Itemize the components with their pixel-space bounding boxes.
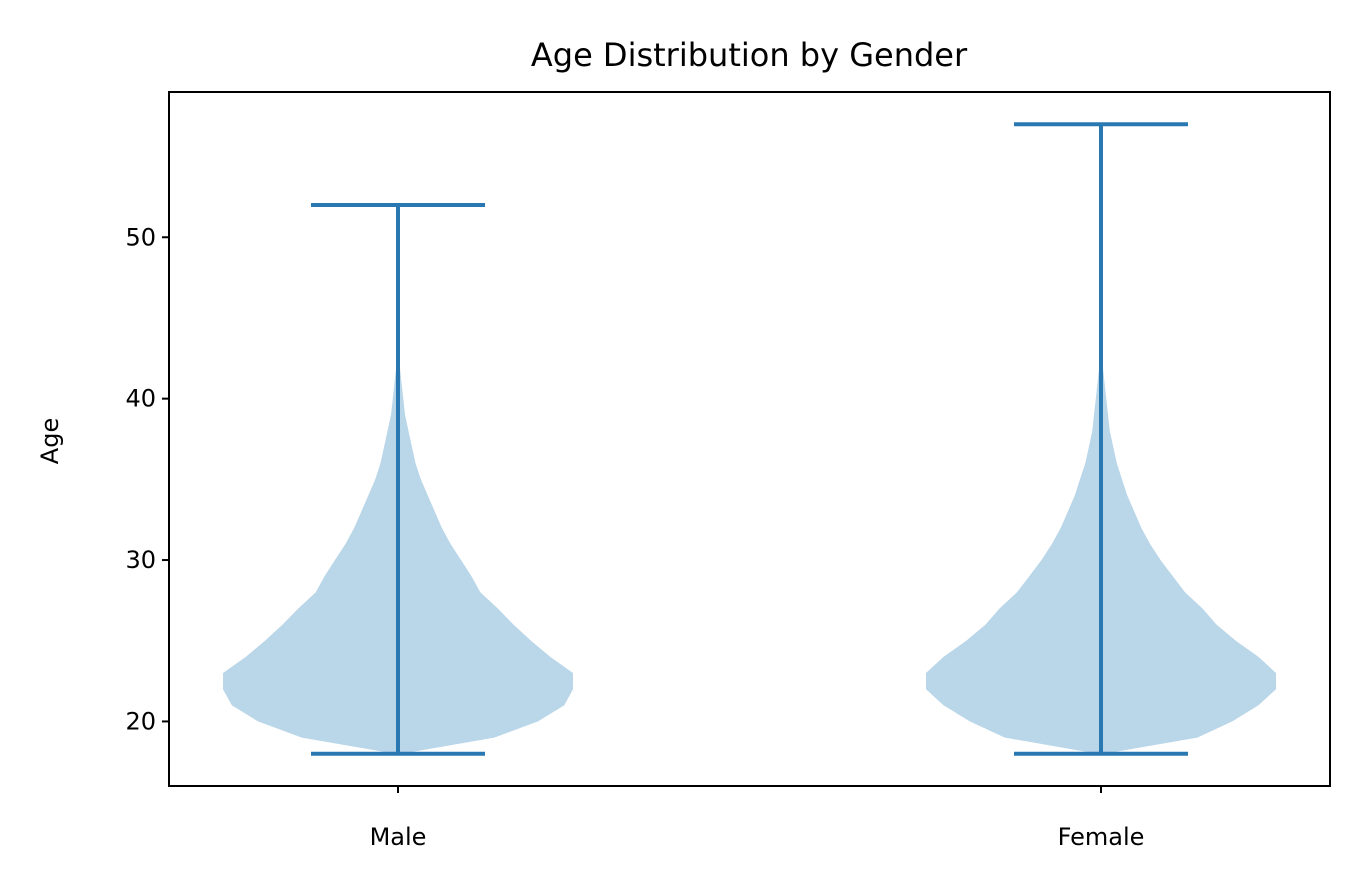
y-axis-label: Age — [36, 418, 64, 464]
x-axis-ticks: Male Female — [370, 786, 1145, 851]
x-tick-label: Male — [370, 823, 427, 851]
y-tick-label: 30 — [125, 546, 156, 574]
violins-layer — [223, 122, 1276, 756]
y-tick-label: 50 — [125, 223, 156, 251]
chart-title: Age Distribution by Gender — [531, 36, 968, 74]
y-axis-ticks: 20 30 40 50 — [125, 223, 169, 735]
y-tick-label: 20 — [125, 707, 156, 735]
x-tick-label: Female — [1058, 823, 1145, 851]
plot-frame — [168, 91, 1331, 787]
y-tick-label: 40 — [125, 385, 156, 413]
